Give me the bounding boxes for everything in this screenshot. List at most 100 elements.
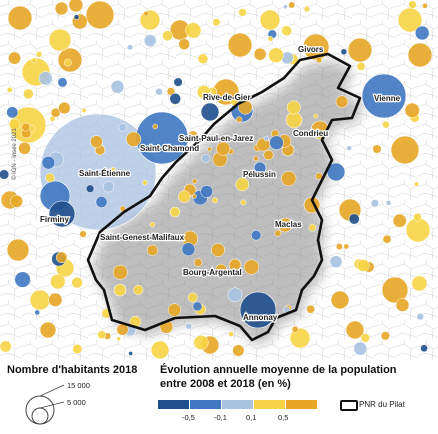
commune-bubble — [211, 243, 225, 257]
commune-bubble — [392, 213, 407, 228]
commune-bubble — [29, 289, 51, 311]
place-label-givors: Givors — [298, 45, 324, 54]
commune-bubble — [302, 33, 330, 61]
commune-bubble — [142, 179, 148, 186]
commune-bubble — [21, 122, 31, 132]
commune-bubble — [35, 51, 43, 58]
commune-bubble — [281, 170, 297, 187]
commune-bubble — [192, 301, 203, 312]
commune-bubble — [414, 25, 430, 41]
commune-bubble — [57, 77, 68, 88]
color-legend-title-line2: entre 2008 et 2018 (en %) — [160, 378, 291, 390]
commune-bubble — [48, 200, 76, 228]
commune-bubble — [10, 194, 24, 208]
commune-bubble — [228, 331, 234, 337]
commune-bubble — [146, 244, 159, 256]
commune-bubble — [155, 87, 163, 96]
commune-bubble — [263, 149, 274, 161]
copyright-text: © IGN - Insee 2021 — [11, 128, 18, 180]
place-label-firminy: Firminy — [40, 215, 69, 224]
legend-swatch-4 — [254, 400, 285, 409]
commune-bubble — [169, 206, 181, 218]
commune-bubble — [102, 181, 115, 193]
commune-bubble — [185, 22, 202, 39]
commune-bubble — [139, 9, 161, 31]
commune-bubble — [143, 10, 149, 17]
commune-bubble — [346, 145, 352, 151]
commune-bubble — [133, 284, 144, 295]
commune-bubble — [187, 130, 199, 142]
size-legend-value-large: 15 000 — [67, 381, 90, 390]
place-label-vienne: Vienne — [374, 94, 401, 103]
place-label-saint-etienne: Saint-Étienne — [79, 169, 131, 178]
commune-bubble — [63, 58, 72, 67]
commune-bubble — [200, 102, 220, 122]
commune-bubble — [127, 44, 133, 51]
place-label-saint-paul-en-jarez: Saint-Paul-en-Jarez — [179, 134, 253, 143]
commune-bubble — [308, 223, 317, 232]
pnr-legend-symbol — [340, 400, 358, 411]
commune-bubble — [370, 199, 379, 208]
commune-bubble — [343, 243, 350, 250]
commune-bubble — [356, 259, 370, 272]
commune-bubble — [90, 135, 103, 149]
commune-bubble — [382, 120, 390, 129]
commune-bubble — [232, 344, 245, 357]
legend-swatch-2 — [190, 400, 221, 409]
commune-bubble — [81, 107, 87, 113]
place-label-saint-genest-malifaux: Saint-Genest-Malifaux — [100, 233, 185, 242]
commune-bubble — [345, 320, 365, 340]
commune-bubble — [110, 80, 125, 94]
commune-bubble — [169, 93, 181, 105]
commune-bubble — [335, 243, 343, 251]
place-label-condrieu: Condrieu — [293, 129, 328, 138]
pnr-pilat-boundary — [86, 52, 362, 342]
size-legend-symbol — [25, 384, 65, 425]
commune-bubble — [107, 170, 114, 176]
commune-bubble — [340, 48, 348, 56]
commune-bubble — [416, 313, 424, 321]
commune-bubble — [71, 276, 83, 289]
commune-bubble — [6, 106, 19, 119]
commune-bubble — [85, 0, 115, 30]
commune-bubble — [152, 123, 158, 130]
commune-bubble — [413, 212, 422, 222]
commune-bubble — [253, 161, 267, 175]
commune-bubble — [313, 113, 319, 119]
commune-bubble — [228, 258, 242, 272]
place-label-bourg-argental: Bourg-Argental — [183, 268, 242, 277]
commune-bubble — [193, 334, 209, 351]
commune-bubble — [227, 287, 243, 303]
commune-bubble — [23, 88, 34, 100]
commune-bubble — [411, 275, 428, 292]
commune-bubble — [149, 221, 156, 228]
commune-bubble — [178, 190, 191, 203]
commune-bubble — [211, 197, 218, 204]
commune-bubble — [201, 153, 211, 163]
commune-bubble — [207, 146, 212, 152]
commune-bubble — [281, 25, 292, 37]
commune-bubble — [38, 71, 53, 86]
commune-bubble — [58, 101, 71, 115]
commune-bubble — [267, 36, 274, 42]
commune-bubble — [243, 259, 260, 275]
commune-bubble — [356, 62, 366, 71]
size-legend-value-small: 5 000 — [67, 398, 86, 407]
legend-break-1: -0,5 — [182, 413, 195, 422]
commune-bubble — [303, 6, 310, 13]
commune-bubble — [348, 213, 360, 225]
commune-bubble — [85, 184, 95, 193]
commune-bubble — [48, 28, 72, 52]
bubble-layer — [0, 0, 433, 360]
commune-bubble — [128, 351, 133, 356]
commune-bubble — [253, 155, 259, 162]
commune-bubble — [274, 229, 282, 237]
legend-swatch-5 — [286, 400, 317, 409]
commune-bubble — [55, 251, 68, 264]
commune-bubble — [50, 273, 66, 290]
commune-bubble — [259, 9, 281, 31]
commune-bubble — [125, 131, 142, 147]
commune-bubble — [97, 330, 107, 340]
commune-bubble — [251, 230, 262, 241]
commune-bubble — [196, 85, 211, 99]
